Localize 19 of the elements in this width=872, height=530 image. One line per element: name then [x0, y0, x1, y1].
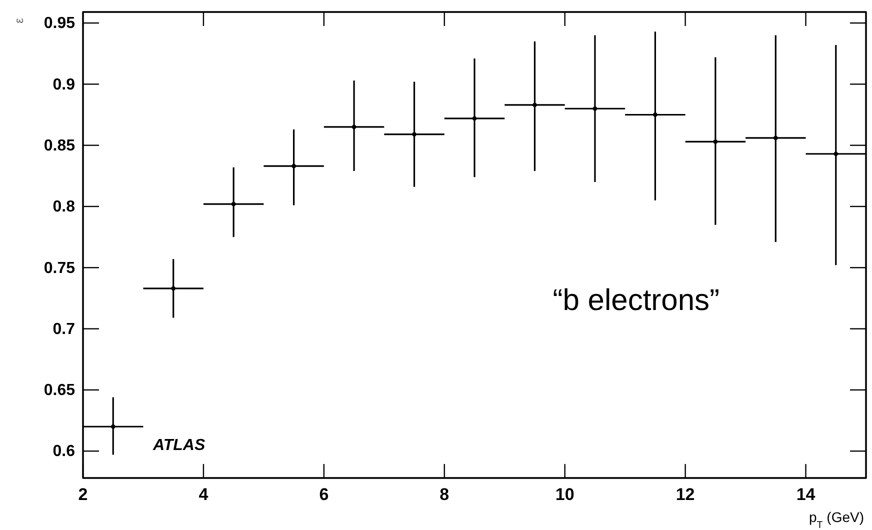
- x-tick-label: 14: [796, 485, 816, 504]
- x-tick-label: 12: [676, 485, 695, 504]
- y-axis-title: ε: [12, 17, 26, 24]
- x-tick-label: 8: [440, 485, 450, 504]
- x-tick-label: 10: [555, 485, 574, 504]
- annotation: “b electrons”: [552, 284, 720, 318]
- y-tick-label: 0.7: [52, 320, 76, 338]
- y-tick-label: 0.9: [52, 76, 76, 94]
- x-tick-label: 6: [319, 485, 329, 504]
- y-tick-label: 0.65: [44, 382, 76, 400]
- x-tick-label: 2: [78, 485, 88, 504]
- y-tick-label: 0.85: [44, 137, 76, 154]
- x-tick-label: 4: [198, 485, 209, 504]
- y-tick-label: 0.95: [44, 15, 76, 32]
- y-tick-label: 0.6: [52, 443, 76, 460]
- annotation: ATLAS: [152, 437, 206, 454]
- x-axis-title: p$_{T}$ (GeV): [808, 509, 864, 530]
- y-tick-label: 0.75: [44, 260, 76, 277]
- y-tick-label: 0.8: [52, 198, 76, 216]
